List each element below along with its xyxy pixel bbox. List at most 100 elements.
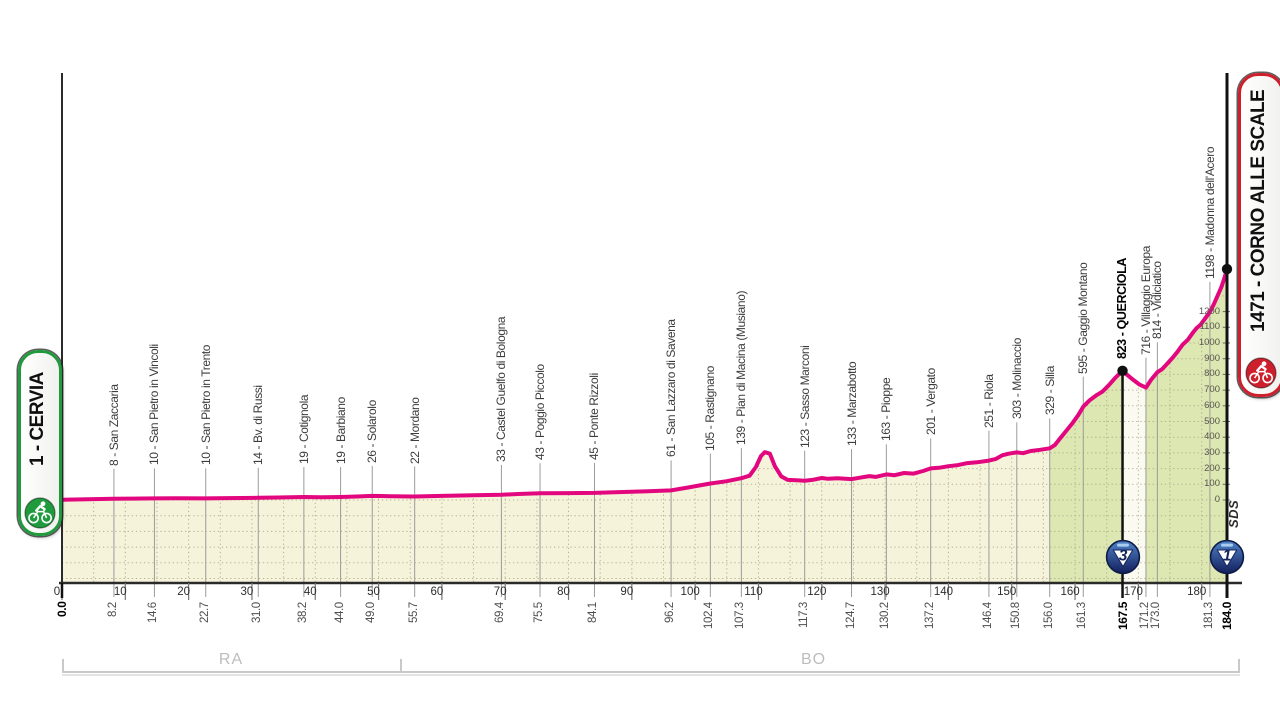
distance-label: 173.0: [1150, 602, 1163, 629]
distance-label: 107.3: [734, 602, 747, 629]
x-tick-label: 70: [493, 586, 507, 598]
waypoint-label: 8 - San Zaccaria: [106, 384, 121, 466]
elevation-axis-label: 0: [1214, 494, 1220, 505]
province-bracket-tick: [400, 659, 403, 671]
waypoint-label: 14 - Bv. di Russi: [251, 385, 266, 465]
gpm-category-3-icon: 3: [1105, 539, 1141, 575]
distance-label: 69.4: [494, 602, 507, 623]
waypoint-label: 43 - Poggio Piccolo: [533, 364, 548, 461]
cyclist-icon: [24, 497, 56, 529]
x-tick-label: 130: [870, 586, 890, 598]
elevation-axis-label: 600: [1204, 399, 1220, 411]
waypoint-label: 1198 - Madonna dell'Acero: [1202, 146, 1217, 279]
x-tick-label: 50: [367, 586, 380, 598]
x-tick-label: 40: [303, 586, 317, 598]
x-tick-label: 150: [997, 586, 1017, 598]
finish-town-badge: 1471 - CORNO ALLE SCALE: [1238, 73, 1280, 397]
distance-label: 181.3: [1202, 602, 1215, 629]
waypoint-label: 45 - Ponte Rizzoli: [587, 373, 602, 460]
distance-label: 55.7: [407, 602, 420, 623]
x-tick-label: 120: [807, 586, 827, 598]
x-ticks: [61, 583, 1203, 600]
waypoint-label: 61 - San Lazzaro di Savena: [664, 319, 679, 458]
waypoint-label: 823 - QUERCIOLA: [1115, 257, 1130, 359]
distance-label: 38.2: [296, 602, 309, 623]
x-tick-label: 0: [53, 586, 61, 598]
distance-label: 44.0: [333, 602, 346, 623]
distance-label: 161.3: [1076, 602, 1089, 629]
distance-label: 75.5: [533, 602, 546, 623]
province-bracket-tick: [1238, 659, 1240, 671]
province-label: RA: [218, 651, 244, 668]
elevation-axis-label: 400: [1204, 431, 1220, 443]
distance-label: 146.4: [981, 602, 994, 629]
x-tick-label: 60: [430, 586, 444, 598]
elevation-axis-label: 100: [1204, 478, 1220, 490]
elevation-axis-label: 300: [1204, 446, 1220, 458]
distance-label: 14.6: [147, 602, 160, 623]
waypoint-label: 22 - Mordano: [407, 396, 422, 464]
summit-dot: [1221, 263, 1233, 275]
x-tick-label: 180: [1187, 586, 1207, 598]
waypoint-label: 19 - Barbiano: [333, 397, 348, 465]
waypoint-label: 201 - Vergato: [923, 368, 938, 436]
distance-label: 31.0: [251, 602, 264, 623]
waypoint-label: 814 - Vidiciatico: [1150, 261, 1165, 340]
distance-label: 49.0: [365, 602, 378, 623]
profile-line: [60, 267, 1229, 502]
waypoint-label: 251 - Riola: [981, 373, 996, 428]
distance-label: 84.1: [587, 602, 600, 623]
distance-label: 167.5: [1115, 601, 1130, 630]
waypoint-label: 10 - San Pietro in Trento: [198, 345, 213, 466]
x-tick-label: 90: [620, 586, 634, 598]
distance-label: 124.7: [844, 602, 857, 629]
waypoint-label: 133 - Marzabotto: [844, 361, 859, 447]
start-town-badge: 1 - CERVIA: [18, 350, 62, 536]
distance-label: 102.4: [703, 602, 716, 629]
distance-label: 130.2: [879, 602, 892, 629]
waypoint-label: 123 - Sasso Marconi: [797, 345, 812, 448]
elevation-axis-label: 1200: [1198, 305, 1220, 317]
x-tick-label: 160: [1060, 586, 1080, 598]
waypoint-label: 303 - Molinaccio: [1009, 338, 1024, 420]
x-tick-label: 140: [933, 586, 953, 598]
x-tick-label: 100: [680, 586, 700, 598]
x-tick-label: 10: [113, 586, 127, 598]
waypoint-label: 595 - Gaggio Montano: [1076, 262, 1091, 374]
elevation-axis-label: 1100: [1199, 321, 1220, 333]
elevation-axis-label: 900: [1204, 352, 1220, 364]
distance-label: 156.0: [1042, 602, 1055, 629]
elevation-axis-label: 800: [1204, 368, 1220, 380]
x-tick-label: 110: [744, 586, 763, 598]
distance-label: 137.2: [923, 602, 936, 629]
waypoint-label: 105 - Rastignano: [703, 365, 718, 451]
waypoint-label: 33 - Castel Guelfo di Bologna: [494, 316, 509, 462]
start-town-label: 1 - CERVIA: [26, 372, 48, 466]
x-tick-label: 170: [1123, 586, 1143, 598]
x-tick-label: 30: [240, 586, 254, 598]
x-tick-label: 80: [557, 586, 570, 598]
waypoint-label: 139 - Pian di Macina (Musiano): [734, 291, 749, 446]
elevation-axis-label: 200: [1204, 462, 1220, 474]
svg-text:3: 3: [1118, 548, 1127, 565]
distance-label: 0.0: [55, 601, 69, 617]
waypoint-label: 163 - Pioppe: [879, 378, 894, 442]
waypoint-label: 19 - Cotignola: [296, 394, 311, 465]
finish-town-label: 1471 - CORNO ALLE SCALE: [1247, 89, 1269, 332]
elevation-axis-label: 700: [1204, 384, 1220, 396]
distance-label: 8.2: [106, 602, 119, 617]
province-bracket: [62, 671, 1240, 673]
distance-label: 184.0: [1220, 601, 1234, 630]
waypoint-label: 329 - Silla: [1042, 366, 1057, 416]
province-bracket-tick: [62, 659, 64, 671]
elevation-axis-label: 500: [1204, 415, 1220, 427]
province-label: BO: [800, 651, 827, 668]
svg-text:1: 1: [1223, 548, 1232, 565]
x-tick-label: 20: [177, 586, 191, 598]
distance-label: 150.8: [1009, 602, 1022, 629]
waypoint-label: 26 - Solarolo: [365, 400, 380, 463]
gpm-category-1-icon: 1: [1209, 539, 1245, 575]
sponsor-mark: SDS: [1225, 499, 1241, 528]
